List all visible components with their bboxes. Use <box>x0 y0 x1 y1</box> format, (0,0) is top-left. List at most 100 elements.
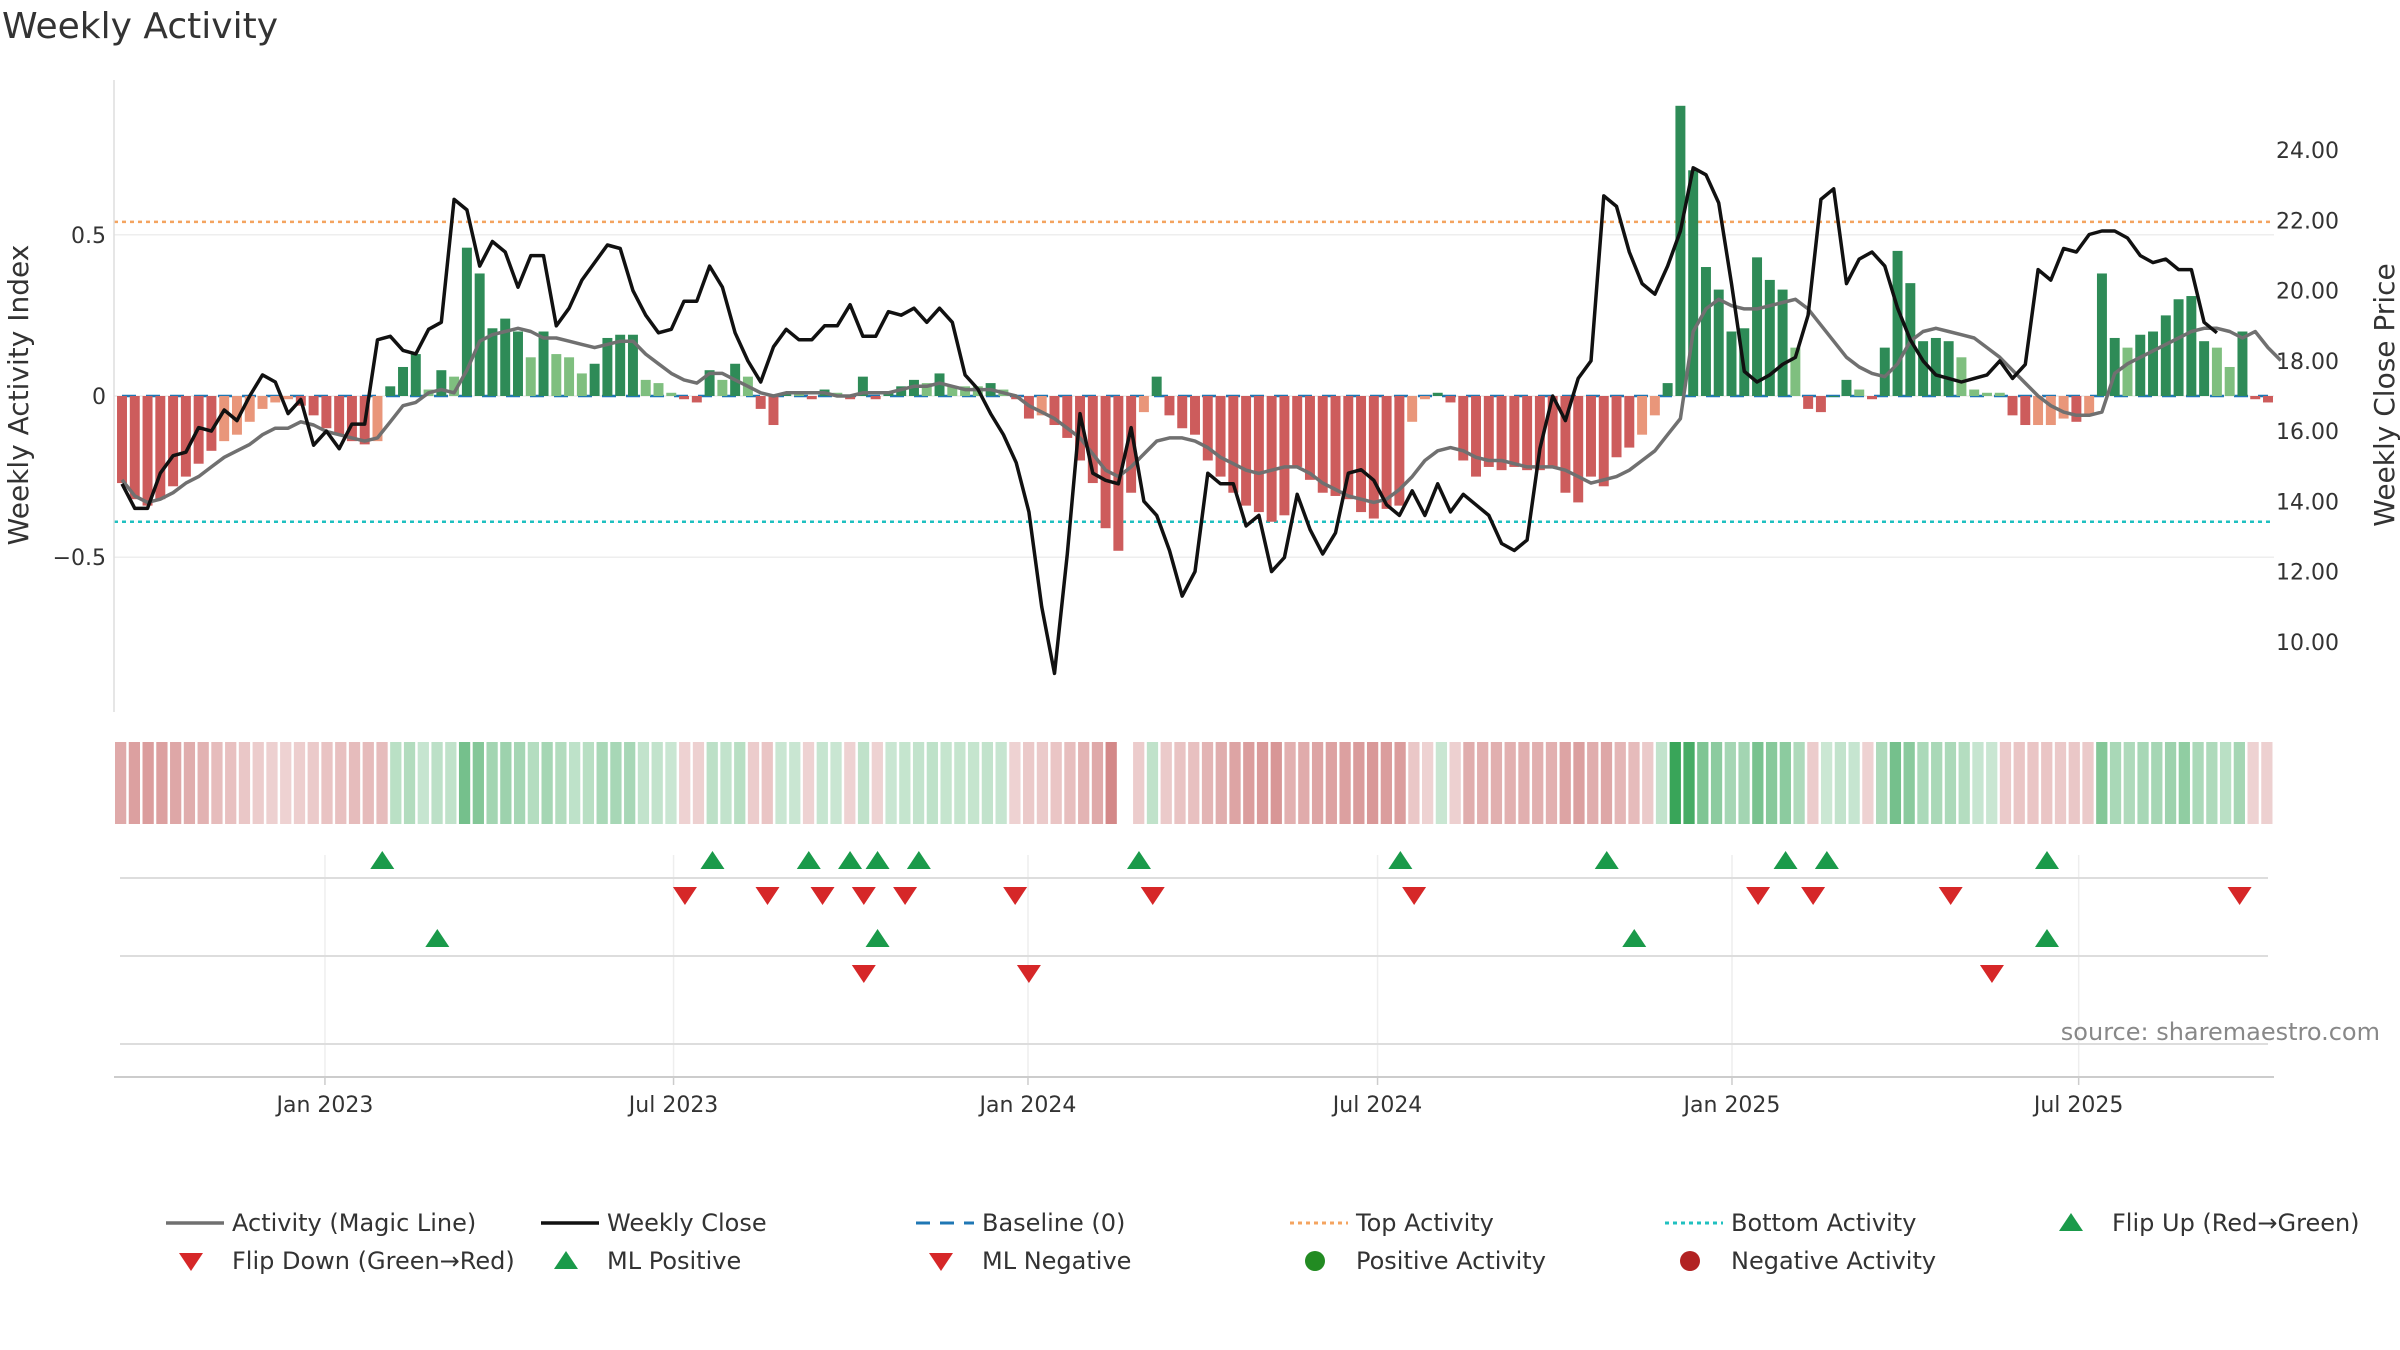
legend-label: ML Negative <box>982 1247 1132 1275</box>
axis-layer: Weekly Activity Index Weekly Close Price… <box>2 80 2400 712</box>
signal-markers <box>370 851 2252 983</box>
activity-strip-cell <box>1023 742 1035 824</box>
legend-item-magic-line: Activity (Magic Line) <box>160 1205 476 1241</box>
activity-strip-cell <box>1366 742 1379 824</box>
activity-bar <box>1113 396 1124 551</box>
flip-up-marker <box>838 851 863 869</box>
activity-strip-cell <box>2027 742 2039 824</box>
blue-dashed-line-icon <box>916 1221 974 1225</box>
ml-positive-marker <box>2034 929 2059 947</box>
activity-strip-cell <box>995 742 1007 824</box>
activity-bar <box>1815 396 1826 413</box>
activity-strip-cell <box>1435 742 1448 824</box>
activity-strip-cell <box>692 742 705 824</box>
legend-item-positive-activity: Positive Activity <box>1284 1243 1546 1279</box>
activity-bar <box>1445 396 1456 403</box>
activity-strip-cell <box>458 742 471 824</box>
activity-strip-cell <box>775 742 787 824</box>
activity-bar <box>602 337 613 396</box>
activity-bar <box>1586 396 1596 477</box>
activity-strip-cell <box>816 742 828 824</box>
cyan-dotted-line-icon <box>1665 1221 1723 1225</box>
activity-bar <box>1190 396 1200 435</box>
orange-dotted-line-icon <box>1290 1221 1348 1225</box>
legend: Activity (Magic Line) Weekly Close Basel… <box>160 1205 2400 1295</box>
flip-up-marker <box>1126 851 1151 869</box>
activity-bar <box>117 396 127 484</box>
flip-down-marker <box>1746 887 1771 905</box>
activity-bar <box>436 370 447 396</box>
activity-strip-cell <box>2247 742 2259 824</box>
legend-item-ml-negative: ML Negative <box>910 1243 1131 1279</box>
activity-strip-cell <box>1188 742 1200 824</box>
activity-strip-cell <box>1752 742 1764 824</box>
activity-bar <box>1803 396 1814 409</box>
x-tick-label: Jul 2023 <box>627 1093 719 1118</box>
legend-label: Positive Activity <box>1356 1247 1546 1275</box>
activity-bar <box>244 396 255 422</box>
activity-strip-cell <box>885 742 897 824</box>
activity-strip-cell <box>1614 742 1626 824</box>
flip-up-marker <box>700 851 725 869</box>
activity-bar <box>2160 315 2171 396</box>
activity-strip-cell <box>527 742 539 824</box>
activity-strip-cell <box>679 742 691 824</box>
activity-bar <box>2211 347 2222 396</box>
y2-tick-label: 18.00 <box>2276 350 2339 375</box>
activity-strip-cell <box>747 742 760 824</box>
source-text: source: sharemaestro.com <box>2061 1018 2380 1046</box>
activity-strip-cell <box>1807 742 1819 824</box>
activity-bar <box>1611 396 1622 458</box>
activity-bar <box>1164 396 1175 416</box>
activity-bar <box>653 383 664 396</box>
activity-strip-cell <box>1655 742 1668 824</box>
activity-bar <box>1292 396 1303 467</box>
activity-bar <box>1138 396 1149 413</box>
activity-strip-cell <box>1559 742 1571 824</box>
activity-strip-cell <box>445 742 457 824</box>
activity-strip-cell <box>238 742 251 824</box>
activity-strip-cell <box>1353 742 1365 824</box>
flip-down-marker <box>1003 887 1028 905</box>
activity-strip-cell <box>1449 742 1461 824</box>
activity-bar <box>947 386 958 396</box>
activity-strip-cell <box>225 742 237 824</box>
activity-strip-cell <box>1325 742 1337 824</box>
activity-strip-cell <box>1490 742 1503 824</box>
activity-strip <box>115 742 2273 824</box>
flip-up-marker <box>906 851 931 869</box>
legend-item-top-activity: Top Activity <box>1284 1205 1494 1241</box>
activity-strip-cell <box>651 742 663 824</box>
activity-strip-cell <box>1091 742 1104 824</box>
activity-strip-cell <box>1683 742 1695 824</box>
activity-bar <box>564 357 575 396</box>
activity-bar <box>449 376 460 396</box>
activity-bar <box>129 396 140 500</box>
activity-bar <box>1458 396 1469 461</box>
activity-strip-cell <box>1986 742 1998 824</box>
activity-strip-cell <box>1999 742 2012 824</box>
legend-item-flip-down: Flip Down (Green→Red) <box>160 1243 515 1279</box>
legend-item-weekly-close: Weekly Close <box>535 1205 767 1241</box>
activity-strip-cell <box>1243 742 1255 824</box>
weekly-activity-chart: Weekly Activity Index Weekly Close Price… <box>2 80 2400 1118</box>
activity-bar <box>1867 396 1877 400</box>
activity-bar <box>1279 396 1290 516</box>
activity-bar <box>921 383 932 396</box>
activity-strip-cell <box>857 742 870 824</box>
activity-strip-cell <box>1311 742 1324 824</box>
activity-bar <box>1662 383 1673 396</box>
activity-strip-cell <box>789 742 801 824</box>
activity-strip-cell <box>1834 742 1847 824</box>
activity-strip-cell <box>500 742 512 824</box>
activity-strip-cell <box>1697 742 1709 824</box>
activity-strip-cell <box>1050 742 1062 824</box>
activity-bar <box>1368 396 1379 519</box>
activity-bar <box>666 392 677 396</box>
activity-bar <box>385 386 396 396</box>
activity-bar <box>2199 341 2210 396</box>
activity-bar <box>231 396 242 435</box>
activity-bar <box>1036 396 1047 416</box>
y2-tick-label: 24.00 <box>2276 139 2339 164</box>
legend-label: Activity (Magic Line) <box>232 1209 477 1237</box>
